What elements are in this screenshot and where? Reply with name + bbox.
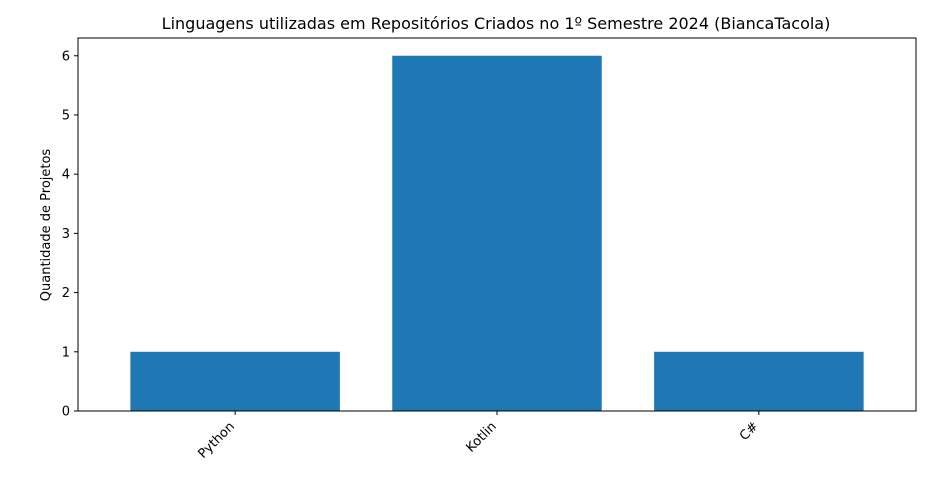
y-tick-label: 6 [62,49,70,64]
x-tick-label: C# [737,419,762,444]
x-tick-label: Python [195,419,237,461]
y-tick-label: 5 [62,108,70,123]
y-tick-label: 2 [62,286,70,301]
bar-python [130,351,340,411]
y-tick-label: 0 [62,405,70,420]
plot-area: 0 1 2 3 4 5 6 Python Kotlin C# [62,37,917,462]
chart-title: Linguagens utilizadas em Repositórios Cr… [162,14,831,33]
y-tick-label: 3 [62,227,70,242]
y-axis-label: Quantidade de Projetos [39,149,54,302]
y-tick-label: 1 [62,345,70,360]
x-tick-label: Kotlin [463,419,499,455]
bar-c- [654,351,864,411]
y-tick-label: 4 [62,168,70,183]
bar-kotlin [392,55,602,412]
